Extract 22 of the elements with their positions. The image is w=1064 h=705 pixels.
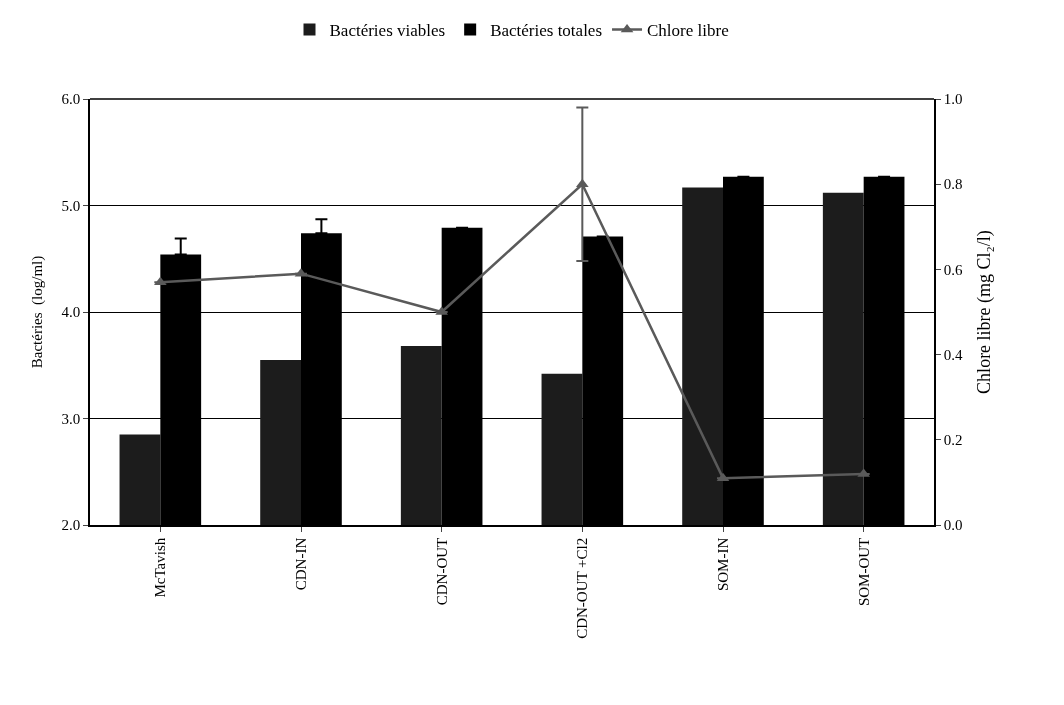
y-tick-label: 5.0 <box>61 197 81 214</box>
y-tick-label: 4.0 <box>61 304 81 321</box>
y-tick-label: 6.0 <box>61 91 81 108</box>
y-tick-label: 2.0 <box>61 517 81 534</box>
legend-label: Chlore libre <box>647 21 729 41</box>
x-tick-label: CDN-OUT <box>433 537 450 606</box>
y2-tick-label: 0.4 <box>943 346 963 363</box>
x-tick-label: SOM-OUT <box>855 537 872 607</box>
y2-tick-label: 0.2 <box>943 432 963 449</box>
y-tick-label: 3.0 <box>61 410 81 427</box>
legend-label: Bactéries viables <box>329 21 446 41</box>
y2-tick-label: 0.0 <box>943 517 963 534</box>
y2-tick-label: 0.8 <box>943 176 963 193</box>
legend-label: Bactéries totales <box>490 21 603 41</box>
y-axis-title: Bactéries (log/ml) <box>29 255 47 369</box>
x-tick-label: McTavish <box>152 537 169 598</box>
x-tick-label: SOM-IN <box>714 537 731 592</box>
x-tick-label: CDN-OUT +Cl2 <box>574 537 591 639</box>
y2-tick-label: 0.6 <box>943 261 963 278</box>
x-tick-label: CDN-IN <box>292 537 309 591</box>
y2-axis-title: Chlore libre (mg Cl₂/l) <box>973 230 995 394</box>
y2-tick-label: 1.0 <box>943 91 963 108</box>
